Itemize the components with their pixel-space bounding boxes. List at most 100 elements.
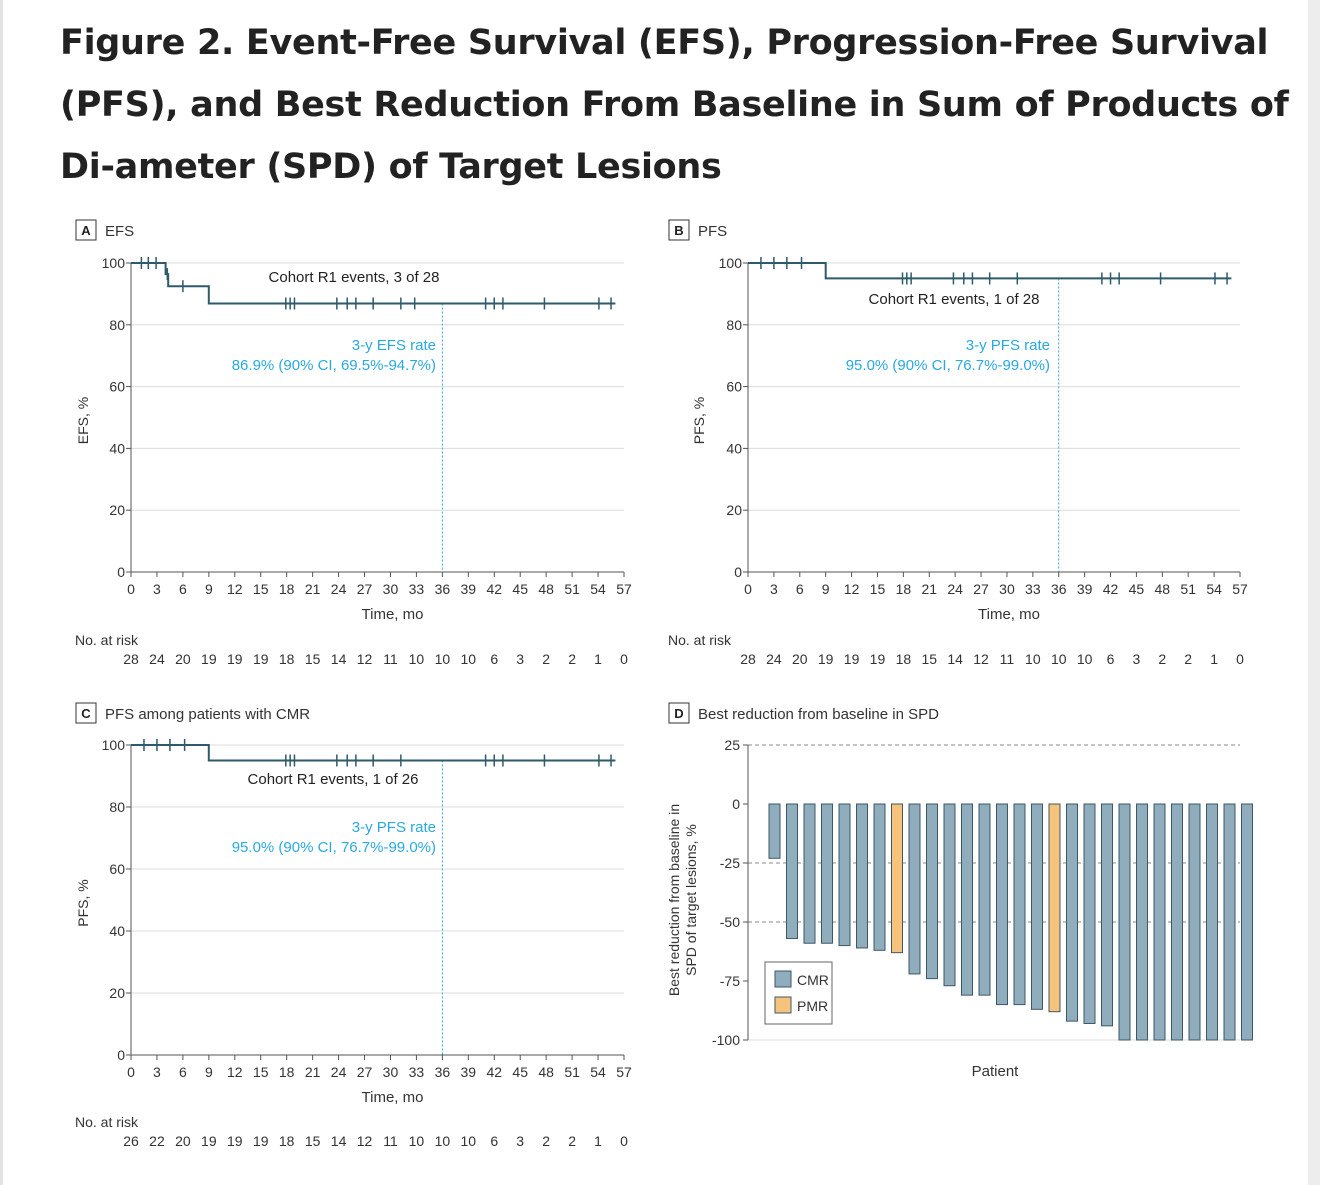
y-tick-label: 80 [109, 799, 125, 815]
rate-label: 3-y PFS rate [966, 337, 1050, 354]
x-tick-label: 6 [796, 581, 804, 597]
at-risk-value: 19 [818, 651, 834, 667]
bar-patient [908, 803, 921, 975]
events-text: Cohort R1 events, 1 of 28 [869, 291, 1040, 308]
at-risk-value: 28 [123, 651, 139, 667]
panel-letter-box [75, 702, 97, 724]
x-tick-label: 30 [383, 581, 399, 597]
at-risk-value: 14 [331, 651, 347, 667]
x-tick-label: 0 [744, 581, 752, 597]
y-tick-label: 0 [732, 796, 740, 812]
x-tick-label: 24 [331, 581, 347, 597]
x-tick-label: 48 [1155, 581, 1171, 597]
bar-patient [1083, 803, 1096, 1024]
at-risk-value: 20 [792, 651, 808, 667]
at-risk-value: 14 [947, 651, 963, 667]
x-tick-label: 42 [486, 1064, 502, 1080]
at-risk-value: 26 [123, 1133, 139, 1149]
panel-letter: D [674, 706, 683, 721]
at-risk-value: 10 [1051, 651, 1067, 667]
x-tick-label: 0 [127, 581, 135, 597]
at-risk-value: 10 [1025, 651, 1041, 667]
bar-patient [786, 803, 798, 940]
y-tick-label: 40 [726, 440, 742, 456]
x-tick-label: 21 [305, 1064, 321, 1080]
y-tick-label: 0 [117, 1047, 125, 1063]
at-risk-value: 19 [253, 651, 269, 667]
bar-patient [996, 803, 1008, 1006]
bar-patient [943, 803, 956, 987]
at-risk-value: 28 [740, 651, 756, 667]
bar-patient [1101, 803, 1113, 1027]
at-risk-value: 10 [461, 1133, 477, 1149]
bar-patient [838, 803, 851, 947]
x-tick-label: 15 [253, 1064, 269, 1080]
at-risk-value: 15 [921, 651, 937, 667]
at-risk-value: 12 [973, 651, 989, 667]
legend-label-pmr: PMR [797, 998, 828, 1014]
bar-patient [926, 803, 938, 980]
x-tick-label: 54 [590, 1064, 606, 1080]
at-risk-value: 12 [357, 651, 373, 667]
at-risk-value: 19 [201, 651, 217, 667]
y-tick-label: -100 [712, 1032, 740, 1048]
x-tick-label: 33 [1025, 581, 1041, 597]
x-tick-label: 12 [227, 1064, 243, 1080]
x-tick-label: 30 [383, 1064, 399, 1080]
y-tick-label: 0 [734, 564, 742, 580]
at-risk-value: 3 [1133, 651, 1141, 667]
x-tick-label: 27 [973, 581, 989, 597]
x-tick-label: 0 [127, 1064, 135, 1080]
x-tick-label: 57 [616, 581, 632, 597]
at-risk-value: 20 [175, 651, 191, 667]
x-tick-label: 54 [1206, 581, 1222, 597]
y-axis-label-line1: Best reduction from baseline in [666, 804, 682, 996]
at-risk-value: 10 [409, 1133, 425, 1149]
x-tick-label: 27 [357, 581, 373, 597]
x-tick-label: 39 [1077, 581, 1093, 597]
at-risk-value: 10 [461, 651, 477, 667]
x-axis-label: Patient [972, 1063, 1020, 1080]
x-tick-label: 48 [538, 581, 554, 597]
events-text: Cohort R1 events, 1 of 26 [248, 771, 419, 788]
x-tick-label: 45 [512, 581, 528, 597]
bar-patient [1136, 803, 1148, 1041]
at-risk-value: 1 [594, 1133, 602, 1149]
x-tick-label: 57 [616, 1064, 632, 1080]
bar-patient [803, 803, 816, 944]
x-tick-label: 18 [279, 1064, 295, 1080]
y-tick-label: 100 [719, 255, 743, 271]
x-tick-label: 51 [1180, 581, 1196, 597]
y-axis-label: PFS, % [691, 397, 707, 444]
at-risk-value: 6 [1107, 651, 1115, 667]
left-edge [0, 0, 3, 1185]
at-risk-value: 12 [357, 1133, 373, 1149]
at-risk-value: 2 [568, 651, 576, 667]
y-tick-label: -75 [720, 973, 740, 989]
x-tick-label: 9 [205, 1064, 213, 1080]
right-edge [1308, 0, 1320, 1185]
at-risk-value: 11 [383, 651, 398, 667]
at-risk-value: 11 [1000, 651, 1015, 667]
panel-title: Best reduction from baseline in SPD [698, 706, 939, 723]
events-text: Cohort R1 events, 3 of 28 [269, 269, 440, 286]
panel-letter: C [81, 706, 91, 721]
bar-patient [1171, 803, 1183, 1041]
x-tick-label: 9 [822, 581, 830, 597]
panel-letter-box [668, 702, 690, 724]
at-risk-value: 19 [201, 1133, 217, 1149]
at-risk-value: 20 [175, 1133, 191, 1149]
at-risk-value: 15 [305, 1133, 321, 1149]
at-risk-value: 2 [1184, 651, 1192, 667]
at-risk-value: 19 [844, 651, 860, 667]
y-tick-label: 20 [726, 502, 742, 518]
y-tick-label: -25 [720, 855, 740, 871]
bar-patient [1188, 803, 1201, 1041]
bar-patient [1153, 803, 1166, 1041]
at-risk-value: 6 [490, 1133, 498, 1149]
panel-title: PFS [698, 223, 727, 240]
x-axis-label: Time, mo [362, 1089, 424, 1106]
x-axis-label: Time, mo [978, 606, 1040, 623]
y-axis-label: EFS, % [75, 397, 91, 444]
